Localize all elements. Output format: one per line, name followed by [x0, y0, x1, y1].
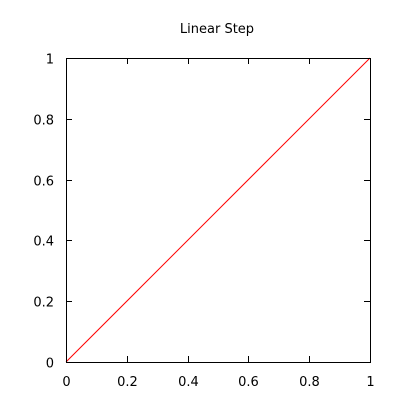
series-line-0	[65, 57, 371, 363]
y-tick-label: 0	[46, 357, 54, 372]
y-tick-label: 0.8	[33, 114, 54, 129]
x-tick-label: 0.8	[299, 375, 320, 390]
x-tick-label: 0	[62, 375, 70, 390]
y-tick-label: 0.6	[33, 175, 54, 190]
y-tick-label: 0.2	[33, 296, 54, 311]
plot-series	[65, 57, 371, 363]
chart-title: Linear Step	[180, 22, 254, 37]
y-axis-tick-labels: 0 0.2 0.4 0.6 0.8 1	[33, 53, 54, 372]
plot-frame	[66, 58, 371, 363]
x-tick-label: 1	[366, 375, 374, 390]
y-tick-label: 0.4	[33, 235, 54, 250]
x-tick-label: 0.4	[178, 375, 199, 390]
x-tick-label: 0.6	[238, 375, 259, 390]
y-tick-label: 1	[46, 53, 54, 68]
x-tick-label: 0.2	[117, 375, 138, 390]
x-axis-tick-labels: 0 0.2 0.4 0.6 0.8 1	[62, 375, 374, 390]
